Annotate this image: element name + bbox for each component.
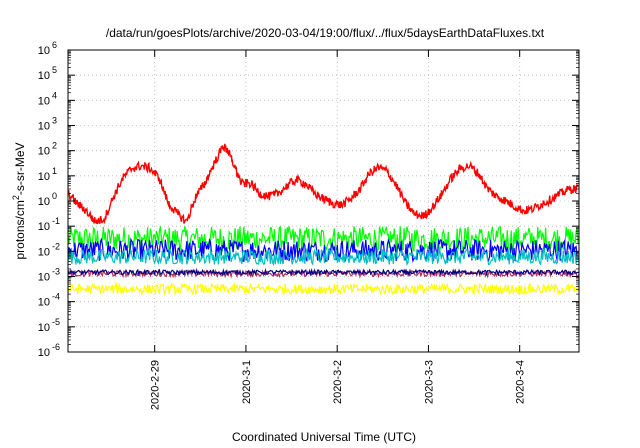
series-line bbox=[68, 143, 579, 225]
y-tick-label: 10 6 bbox=[38, 40, 57, 57]
y-tick-label: 10 3 bbox=[38, 116, 57, 133]
series-line bbox=[68, 225, 579, 254]
x-tick-label: 2020-2-29 bbox=[150, 360, 162, 410]
y-tick-label: 10 -4 bbox=[38, 292, 60, 309]
series-line bbox=[68, 247, 579, 267]
y-tick-label: 10 4 bbox=[38, 90, 57, 107]
x-tick-label: 2020-3-2 bbox=[332, 360, 344, 404]
y-tick-label: 10 -5 bbox=[38, 317, 60, 334]
y-tick-label: 10 -3 bbox=[38, 267, 60, 284]
y-tick-label: 10 -2 bbox=[38, 241, 60, 258]
chart-title: /data/run/goesPlots/archive/2020-03-04/1… bbox=[106, 26, 545, 40]
x-axis: 2020-2-29 2020-3-1 2020-3-2 2020-3-3 2020-3-… bbox=[150, 50, 527, 410]
y-tick-label: 10 1 bbox=[38, 166, 57, 183]
series-layer bbox=[68, 143, 579, 297]
x-axis-label: Coordinated Universal Time (UTC) bbox=[232, 430, 416, 444]
y-tick-label: 10 -6 bbox=[38, 342, 60, 359]
x-tick-label: 2020-3-1 bbox=[241, 360, 253, 404]
y-tick-label: 10 2 bbox=[38, 141, 57, 158]
y-tick-label: 10 0 bbox=[38, 191, 57, 208]
y-tick-label: 10 -1 bbox=[38, 216, 60, 233]
series-line bbox=[68, 267, 579, 277]
x-tick-label: 2020-3-4 bbox=[515, 360, 527, 404]
y-axis-label: protons/cm2-s-sr-MeV bbox=[11, 142, 27, 259]
x-tick-label: 2020-3-3 bbox=[423, 360, 435, 404]
y-tick-label: 10 5 bbox=[38, 65, 57, 82]
series-line bbox=[68, 282, 579, 297]
